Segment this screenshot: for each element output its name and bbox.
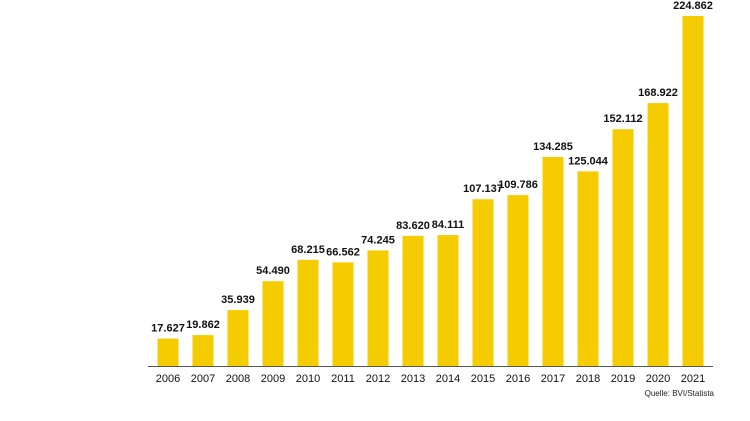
x-tick-2013: 2013 <box>401 373 425 385</box>
value-label-2020: 168.922 <box>638 87 678 99</box>
x-tick-2007: 2007 <box>191 373 215 385</box>
x-tick-2012: 2012 <box>366 373 390 385</box>
bar-2010 <box>297 259 319 366</box>
bar-2011 <box>332 262 354 366</box>
x-tick-2008: 2008 <box>226 373 250 385</box>
bar-2007 <box>192 335 214 366</box>
bar-2015 <box>472 199 494 366</box>
bar-2016 <box>507 195 529 366</box>
bar-2019 <box>612 129 634 366</box>
value-label-2011: 66.562 <box>326 246 360 258</box>
value-label-2014: 84.111 <box>432 219 464 231</box>
bar-2020 <box>647 103 669 367</box>
value-label-2019: 152.112 <box>603 113 642 125</box>
value-label-2015: 107.137 <box>463 183 503 195</box>
value-label-2016: 109.786 <box>498 179 538 191</box>
bar-2009 <box>262 281 284 366</box>
x-tick-2017: 2017 <box>541 373 565 385</box>
value-label-2013: 83.620 <box>396 220 430 232</box>
x-tick-2021: 2021 <box>681 373 705 385</box>
value-label-2012: 74.245 <box>361 234 395 246</box>
x-tick-2010: 2010 <box>296 373 320 385</box>
bar-2014 <box>437 235 459 366</box>
source-note: Quelle: BVI/Statista <box>644 389 714 398</box>
value-label-2007: 19.862 <box>186 319 220 331</box>
bar-2008 <box>227 310 249 366</box>
value-label-2006: 17.627 <box>151 323 185 335</box>
x-tick-2020: 2020 <box>646 373 670 385</box>
bars-group <box>157 16 704 367</box>
x-tick-labels-group: 2006 2007 2008 2009 2010 2011 2012 2013 2014 2015… <box>156 373 705 385</box>
bar-2013 <box>402 235 424 366</box>
x-tick-2015: 2015 <box>471 373 495 385</box>
value-label-2018: 125.044 <box>568 155 609 167</box>
x-tick-2014: 2014 <box>436 373 460 385</box>
x-tick-2006: 2006 <box>156 373 180 385</box>
bar-2012 <box>367 250 389 366</box>
value-label-2017: 134.285 <box>533 141 573 153</box>
x-tick-2018: 2018 <box>576 373 600 385</box>
bar-2018 <box>577 171 599 366</box>
bar-2017 <box>542 156 564 366</box>
x-tick-2019: 2019 <box>611 373 635 385</box>
value-label-2010: 68.215 <box>291 244 325 256</box>
bar-2021 <box>682 16 704 366</box>
value-label-2008: 35.939 <box>221 294 255 306</box>
value-label-2021: 224.862 <box>673 0 713 12</box>
value-label-2009: 54.490 <box>256 265 290 277</box>
x-tick-2009: 2009 <box>261 373 285 385</box>
bar-2006 <box>157 338 179 366</box>
x-tick-2016: 2016 <box>506 373 530 385</box>
x-tick-2011: 2011 <box>331 373 355 385</box>
